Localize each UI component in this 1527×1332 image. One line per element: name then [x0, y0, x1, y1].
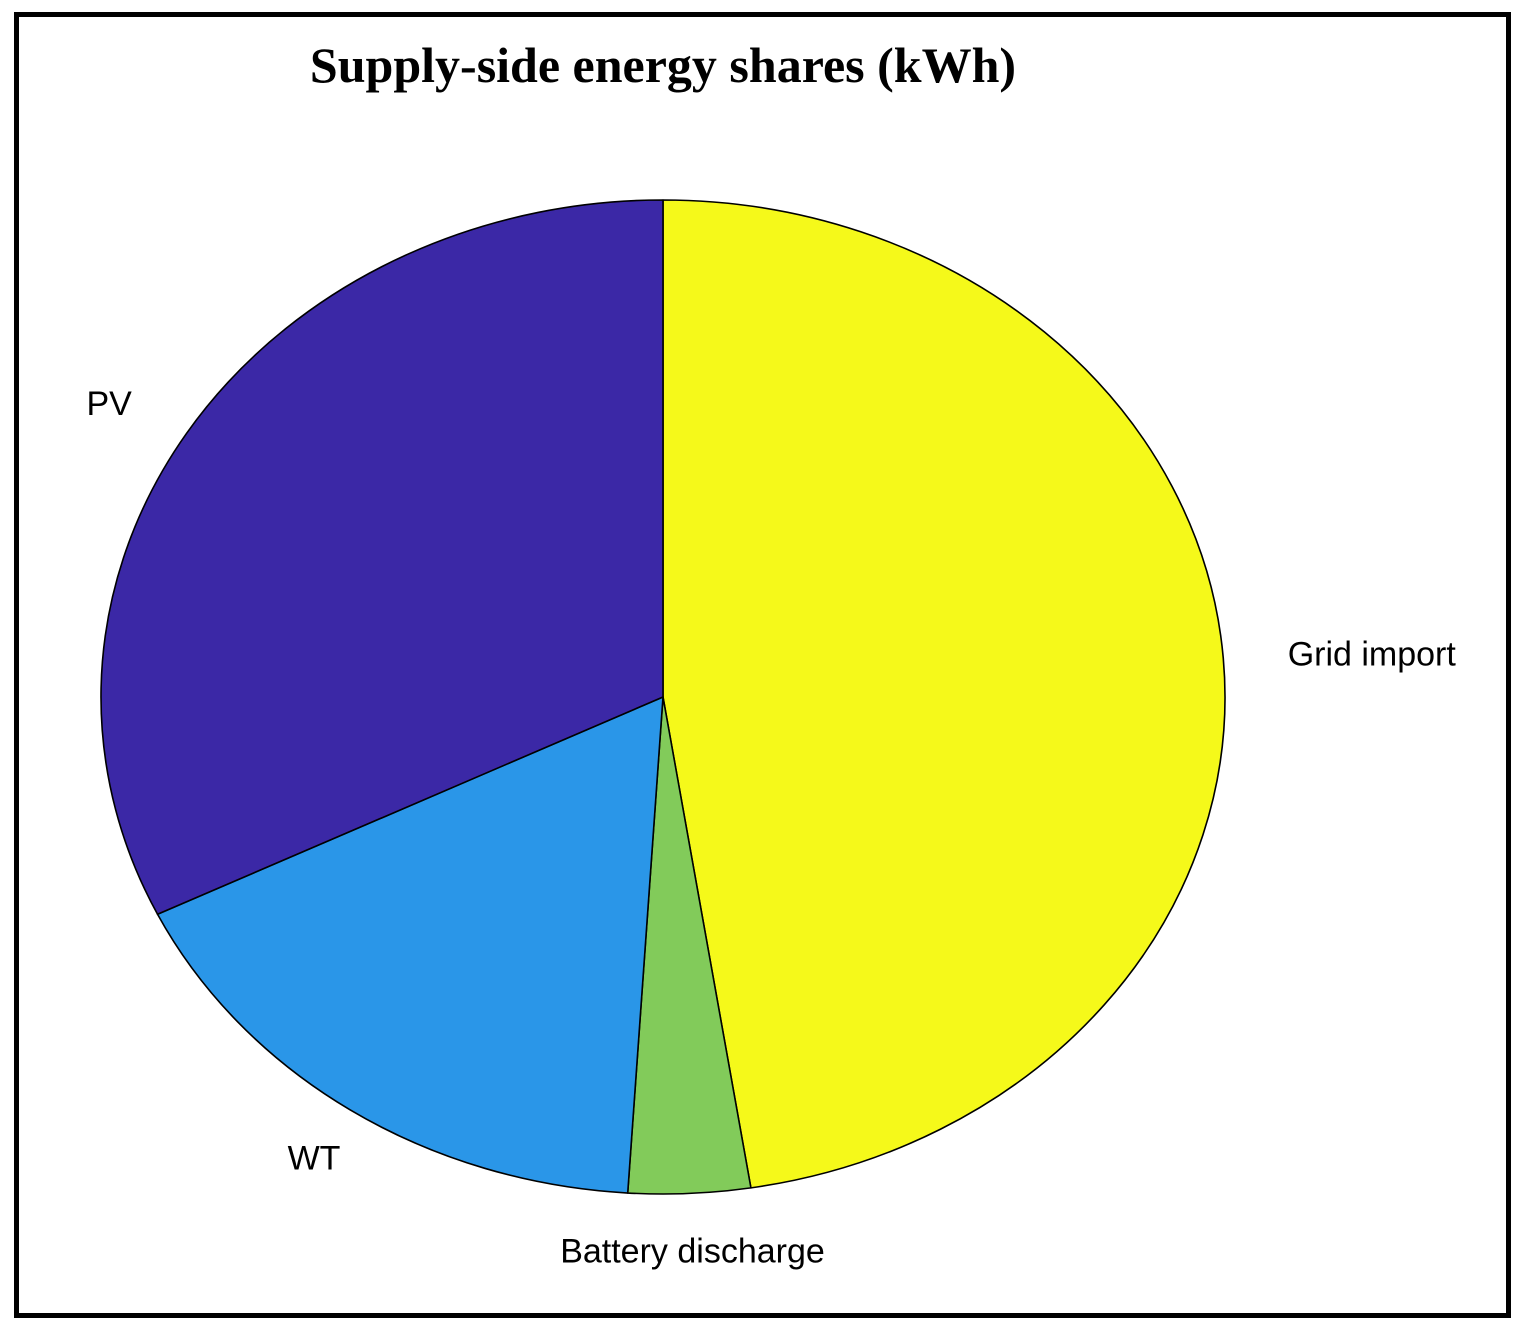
slice-label-battery-discharge: Battery discharge — [560, 1233, 825, 1271]
slice-label-grid-import: Grid import — [1288, 636, 1457, 674]
slice-label-pv: PV — [86, 385, 132, 423]
pie-labels: Grid import Battery discharge WT PV — [86, 385, 1456, 1271]
chart-title: Supply-side energy shares (kWh) — [310, 37, 1016, 93]
pie-slice-wt — [156, 696, 664, 1194]
slice-label-wt: WT — [288, 1139, 341, 1177]
pie-slice-pv — [100, 199, 664, 916]
pie-slice-grid-import — [662, 199, 1226, 1189]
pie-slices — [100, 199, 1226, 1195]
